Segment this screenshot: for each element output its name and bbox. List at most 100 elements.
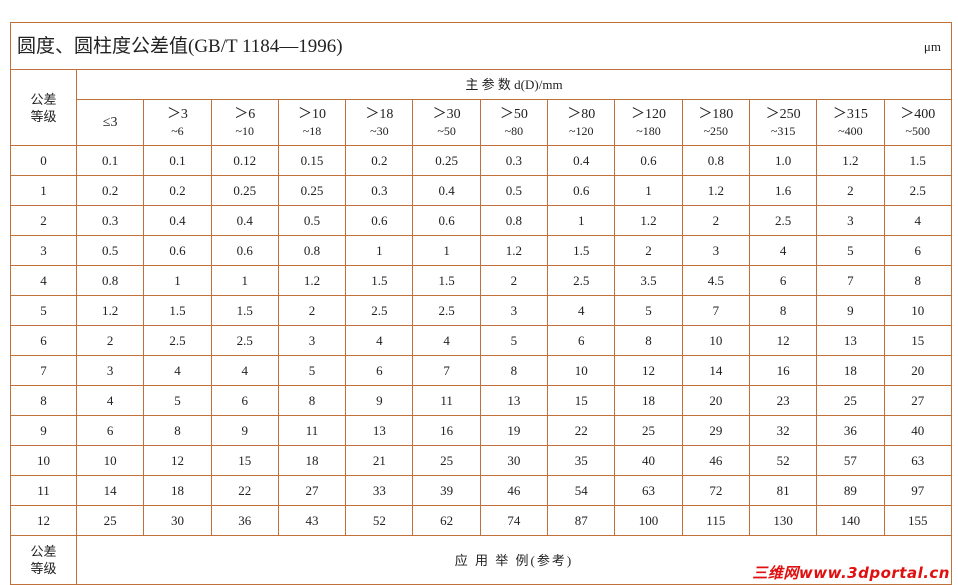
value-cell: 6 — [75, 415, 145, 446]
value-cell: 0.1 — [75, 145, 145, 176]
value-cell: 2 — [75, 325, 145, 356]
value-cell: 0.8 — [75, 265, 145, 296]
value-cell: 19 — [479, 415, 549, 446]
value-cell: 1.2 — [681, 175, 750, 206]
value-cell: 4.5 — [681, 265, 750, 296]
grade-cell: 4 — [10, 265, 77, 296]
range-top: ＞6 — [234, 106, 256, 122]
value-cell: 4 — [75, 385, 145, 416]
value-cell: 130 — [748, 505, 818, 536]
value-cell: 63 — [614, 475, 683, 506]
grade-cell: 7 — [10, 355, 77, 386]
range-bottom: ~6 — [171, 123, 184, 138]
value-cell: 2.5 — [412, 295, 481, 326]
value-cell: 1 — [210, 265, 279, 296]
data-row: 3 0.5 0.6 0.6 0.8 1 1 1.2 1.5 2 3 4 5 6 — [10, 235, 953, 266]
value-cell: 18 — [277, 445, 347, 476]
value-cell: 35 — [547, 445, 616, 476]
value-cell: 4 — [412, 325, 481, 356]
value-cell: 97 — [883, 475, 953, 506]
range-top: ＞30 — [432, 106, 461, 122]
value-cell: 0.8 — [479, 205, 549, 236]
data-row: 1 0.2 0.2 0.25 0.25 0.3 0.4 0.5 0.6 1 1.2 1.6 2 2.5 — [10, 175, 953, 206]
footer-usage: 应 用 举 例(参考) — [76, 535, 952, 585]
value-cell: 25 — [816, 385, 885, 416]
value-cell: 155 — [883, 505, 953, 536]
range-bottom: ~120 — [568, 123, 594, 138]
range-top: ＞250 — [765, 106, 801, 122]
value-cell: 0.4 — [412, 175, 481, 206]
value-cell: 11 — [412, 385, 481, 416]
value-cell: 72 — [681, 475, 750, 506]
data-row: 0 0.1 0.1 0.12 0.15 0.2 0.25 0.3 0.4 0.6 0.8 1.0 1.2… — [10, 145, 953, 176]
value-cell: 100 — [614, 505, 683, 536]
range-top: ＞3 — [166, 106, 188, 122]
range-bottom: ~500 — [905, 123, 931, 138]
value-cell: 0.4 — [143, 205, 212, 236]
value-cell: 63 — [883, 445, 953, 476]
value-cell: 1.2 — [75, 295, 145, 326]
value-cell: 1.5 — [345, 265, 414, 296]
value-cell: 12 — [143, 445, 212, 476]
value-cell: 2 — [479, 265, 549, 296]
value-cell: 5 — [816, 235, 885, 266]
value-cell: 25 — [614, 415, 683, 446]
value-cell: 1.5 — [210, 295, 279, 326]
value-cell: 8 — [277, 385, 347, 416]
value-cell: 0.25 — [412, 145, 481, 176]
value-cell: 4 — [143, 355, 212, 386]
data-row: 6 2 2.5 2.5 3 4 4 5 6 8 10 12 13 15 — [10, 325, 953, 356]
value-cell: 2.5 — [748, 205, 818, 236]
header-row: 公差等级主 参 数 d(D)/mm — [10, 69, 952, 146]
value-cell: 0.4 — [547, 145, 616, 176]
grade-cell: 8 — [10, 385, 77, 416]
value-cell: 6 — [210, 385, 279, 416]
grade-cell: 9 — [10, 415, 77, 446]
value-cell: 0.1 — [143, 145, 212, 176]
value-cell: 1 — [412, 235, 481, 266]
value-cell: 6 — [748, 265, 818, 296]
value-cell: 3 — [277, 325, 347, 356]
grade-header: 公差等级 — [10, 69, 77, 146]
value-cell: 20 — [681, 385, 750, 416]
value-cell: 0.4 — [210, 205, 279, 236]
range-bottom: ~80 — [504, 123, 524, 138]
value-cell: 2 — [816, 175, 885, 206]
range-header: ≤3 — [75, 99, 145, 146]
range-top: ＞120 — [631, 106, 667, 122]
value-cell: 52 — [748, 445, 818, 476]
data-row: 8 4 5 6 8 9 11 13 15 18 20 23 25 27 — [10, 385, 953, 416]
value-cell: 81 — [748, 475, 818, 506]
value-cell: 22 — [547, 415, 616, 446]
value-cell: 0.3 — [479, 145, 549, 176]
value-cell: 9 — [210, 415, 279, 446]
value-cell: 13 — [816, 325, 885, 356]
range-top: ＞180 — [698, 106, 734, 122]
value-cell: 10 — [547, 355, 616, 386]
value-cell: 4 — [883, 205, 953, 236]
value-cell: 2 — [614, 235, 683, 266]
value-cell: 1.5 — [412, 265, 481, 296]
grade-cell: 3 — [10, 235, 77, 266]
value-cell: 30 — [479, 445, 549, 476]
value-cell: 4 — [210, 355, 279, 386]
value-cell: 140 — [816, 505, 885, 536]
param-header: 主 参 数 d(D)/mm — [76, 69, 952, 100]
value-cell: 0.6 — [143, 235, 212, 266]
value-cell: 0.3 — [345, 175, 414, 206]
value-cell: 0.8 — [681, 145, 750, 176]
value-cell: 115 — [681, 505, 750, 536]
value-cell: 18 — [816, 355, 885, 386]
value-cell: 18 — [143, 475, 212, 506]
range-header: ＞315 ~400 — [816, 99, 885, 146]
value-cell: 2.5 — [883, 175, 953, 206]
watermark: 三维网www.3dportal.cn — [752, 564, 950, 582]
unit: μm — [923, 38, 941, 54]
value-cell: 1.2 — [277, 265, 347, 296]
value-cell: 7 — [816, 265, 885, 296]
value-cell: 8 — [479, 355, 549, 386]
value-cell: 0.2 — [345, 145, 414, 176]
value-cell: 13 — [479, 385, 549, 416]
grade-cell: 5 — [10, 295, 77, 326]
data-row: 10 10 12 15 18 21 25 30 35 40 46 52 57 63 — [10, 445, 953, 476]
